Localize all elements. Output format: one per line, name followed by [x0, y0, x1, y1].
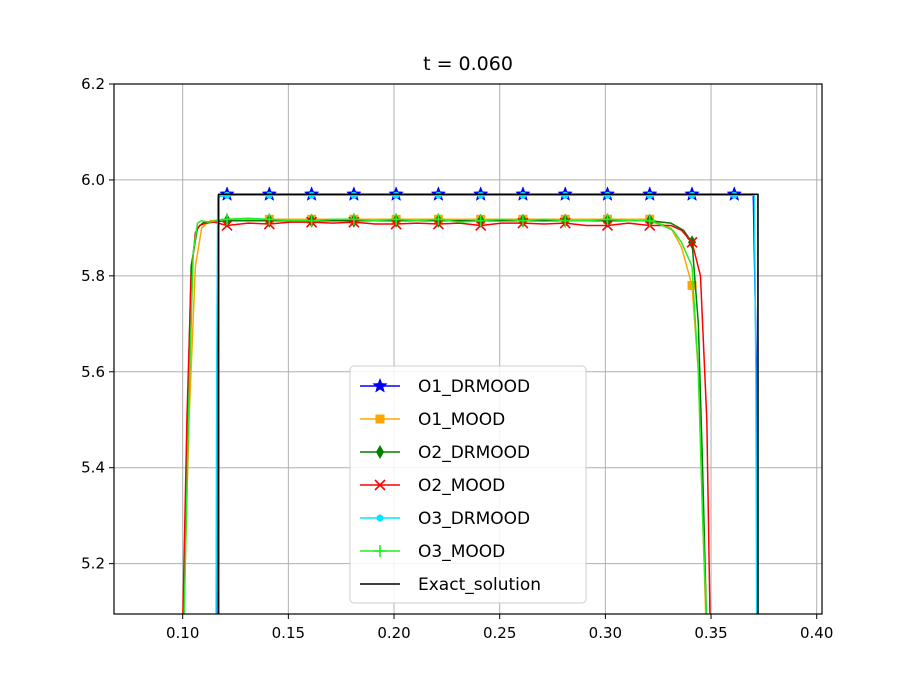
point-o2-mood: [221, 219, 233, 232]
y-tick-label: 6.0: [81, 171, 105, 189]
point-o2-mood-stroke: [221, 219, 233, 232]
point-o3-mood: [559, 214, 572, 227]
y-tick-label: 5.2: [81, 555, 105, 573]
series-o3-mood: [183, 213, 708, 614]
chart-title: t = 0.060: [423, 53, 513, 75]
point-o3-mood: [516, 214, 529, 227]
legend-item-o1-drmood: O1_DRMOOD: [360, 377, 530, 397]
point-o3-drmood: [688, 191, 696, 199]
point-o2-mood: [601, 219, 614, 232]
y-tick-label: 6.2: [81, 75, 105, 93]
point-o3-mood: [263, 213, 276, 226]
y-tick-label: 5.8: [81, 267, 105, 285]
legend-label: O1_DRMOOD: [418, 377, 530, 397]
point-o3-drmood: [223, 191, 231, 199]
legend-marker-stroke: [374, 479, 386, 491]
x-tick-label: 0.10: [166, 624, 199, 642]
y-tick-label: 5.6: [81, 363, 105, 381]
line-exact-solution: [217, 193, 759, 614]
x-tick-label: 0.15: [272, 624, 305, 642]
legend-item-o2-drmood: O2_DRMOOD: [360, 443, 530, 463]
legend-label: O3_DRMOOD: [418, 509, 530, 529]
line-o1-mood: [183, 218, 707, 614]
legend-marker: [372, 377, 388, 393]
x-tick-label: 0.30: [589, 624, 622, 642]
legend-label: Exact_solution: [418, 575, 541, 595]
point-o1-mood: [687, 280, 697, 290]
legend-box: [349, 365, 587, 604]
point-o2-mood-stroke: [686, 236, 698, 248]
point-o3-drmood: [434, 191, 442, 199]
point-o3-mood: [474, 214, 487, 227]
legend-item-o1-mood: O1_MOOD: [360, 410, 505, 430]
point-o3-drmood: [350, 191, 358, 199]
x-tick-label: 0.35: [694, 624, 727, 642]
legend-marker: [375, 414, 385, 424]
legend-label: O2_MOOD: [418, 476, 505, 496]
legend-marker: [376, 445, 384, 459]
legend-item-o2-mood: O2_MOOD: [360, 476, 505, 496]
point-o3-mood: [221, 213, 234, 226]
point-o3-drmood: [730, 191, 738, 199]
x-tick-label: 0.40: [800, 624, 833, 642]
legend-item-exact-solution: Exact_solution: [360, 575, 541, 595]
point-o3-drmood: [392, 191, 400, 199]
point-o3-drmood: [603, 191, 611, 199]
x-tick-label: 0.25: [483, 624, 516, 642]
legend-item-o3-drmood: O3_DRMOOD: [360, 509, 530, 529]
point-o3-mood: [601, 213, 614, 226]
point-o3-mood: [643, 214, 656, 227]
x-tick-label: 0.20: [377, 624, 410, 642]
point-o3-mood: [432, 213, 445, 226]
axes-frame: [113, 83, 823, 615]
point-o2-mood: [686, 236, 698, 248]
point-o3-mood: [305, 214, 318, 227]
legend-item-o3-mood: O3_MOOD: [360, 542, 505, 562]
legend-marker: [374, 479, 386, 491]
point-o2-mood-stroke: [601, 219, 614, 232]
point-o3-mood: [390, 213, 403, 226]
y-tick-label: 5.4: [81, 459, 105, 477]
series-layer: [182, 186, 759, 614]
axis-ticks: 0.10 0.15 0.20 0.25 0.30 0.35 0.40 5.2 5.4 5.6 5.8…: [81, 75, 833, 642]
point-o3-drmood: [519, 191, 527, 199]
legend-label: O2_DRMOOD: [418, 443, 530, 463]
legend-label: O1_MOOD: [418, 410, 505, 430]
point-o3-drmood: [477, 191, 485, 199]
point-o3-drmood: [265, 191, 273, 199]
point-o3-drmood: [561, 191, 569, 199]
legend-marker: [376, 514, 384, 522]
legend-label: O3_MOOD: [418, 542, 505, 562]
point-o3-drmood: [646, 191, 654, 199]
point-o3-mood: [347, 213, 360, 226]
legend-marker: [374, 545, 386, 557]
legend: O1_DRMOOD O1_MOOD O2_DRMOOD O2_MOOD O3_DRMOO…: [349, 365, 587, 604]
series-exact-solution: [217, 193, 759, 614]
point-o3-drmood: [308, 191, 316, 199]
